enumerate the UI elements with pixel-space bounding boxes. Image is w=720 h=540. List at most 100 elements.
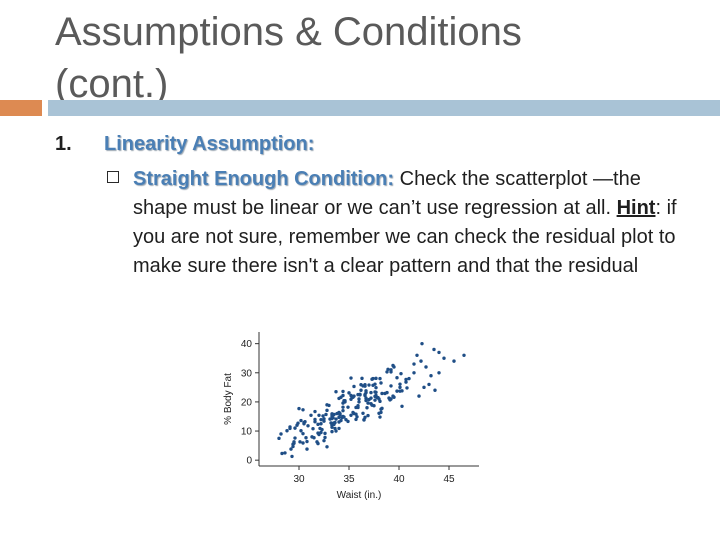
scatter-point: [395, 389, 399, 393]
scatter-point: [283, 451, 287, 455]
scatter-point: [386, 367, 390, 371]
scatter-point: [313, 409, 317, 414]
scatter-point: [352, 394, 356, 398]
scatter-point: [374, 376, 378, 381]
scatter-point: [369, 401, 373, 406]
scatter-point: [317, 413, 321, 418]
scatter-point: [330, 412, 334, 416]
scatter-point: [363, 392, 367, 397]
scatter-point: [313, 417, 317, 422]
scatter-point: [404, 377, 408, 382]
scatter-point: [398, 382, 402, 386]
list-number: 1.: [55, 133, 72, 155]
scatter-point: [404, 380, 408, 384]
scatter-point: [346, 405, 350, 409]
x-tick-label: 35: [343, 474, 355, 485]
scatter-point: [452, 359, 456, 363]
scatter-point: [420, 341, 424, 346]
scatter-point: [355, 415, 359, 419]
scatter-point: [433, 388, 437, 392]
scatter-point: [306, 424, 310, 428]
scatter-point: [363, 415, 367, 420]
scatter-point: [277, 436, 281, 441]
scatter-point: [305, 439, 309, 444]
scatter-point: [333, 426, 337, 431]
scatter-point: [422, 385, 426, 390]
scatter-point: [279, 432, 283, 436]
scatter-point: [323, 431, 327, 436]
condition-text-2: : if you are not sure, remember we can c…: [133, 197, 677, 277]
scatter-point: [387, 396, 391, 400]
scatter-point: [360, 376, 364, 381]
scatter-point: [364, 398, 368, 403]
scatter-point: [419, 359, 423, 363]
y-tick-label: 0: [246, 456, 252, 467]
scatter-point: [398, 385, 402, 390]
scatter-point: [398, 389, 402, 393]
scatter-point: [285, 429, 289, 433]
scatter-point: [344, 417, 348, 422]
scatter-point: [349, 413, 353, 418]
scatter-point: [303, 420, 307, 424]
scatter-point: [407, 376, 411, 381]
scatter-point: [349, 376, 353, 380]
scatter-point: [334, 390, 338, 394]
scatter-point: [325, 445, 329, 449]
scatter-point: [299, 429, 303, 433]
scatter-point: [339, 418, 343, 423]
scatter-point: [293, 426, 297, 430]
scatter-point: [301, 441, 305, 445]
condition-paragraph: Straight Enough Condition: Check the sca…: [133, 165, 693, 281]
scatter-point: [385, 370, 389, 374]
scatter-point: [417, 394, 421, 398]
scatter-point: [317, 432, 321, 437]
scatter-point: [309, 413, 313, 418]
scatter-point: [378, 399, 382, 404]
scatter-point: [380, 391, 384, 396]
y-axis-label: % Body Fat: [223, 373, 234, 425]
scatter-point: [373, 390, 377, 394]
scatter-point: [375, 395, 379, 400]
x-tick-label: 30: [293, 474, 305, 485]
scatter-point: [298, 440, 302, 444]
scatter-point: [341, 405, 345, 409]
x-axis-label: Waist (in.): [337, 490, 382, 501]
scatter-point: [378, 376, 382, 381]
scatter-point: [299, 418, 303, 423]
scatter-point: [337, 415, 341, 420]
scatter-point: [293, 436, 297, 440]
scatter-point: [379, 381, 383, 385]
scatter-point: [366, 413, 370, 418]
scatter-point: [319, 417, 323, 422]
scatter-point: [362, 418, 366, 422]
scatter-point: [323, 435, 327, 440]
scatter-point: [412, 371, 416, 375]
scatter-point: [313, 420, 317, 424]
scatter-point: [462, 353, 466, 357]
title-accent-bar: [0, 100, 42, 116]
scatter-point: [322, 419, 326, 423]
scatter-point: [389, 368, 393, 372]
scatter-point: [338, 411, 342, 416]
scatter-point: [305, 447, 309, 451]
scatter-point: [361, 411, 365, 415]
scatter-point: [297, 406, 301, 411]
scatter-point: [289, 447, 293, 451]
scatter-point: [373, 382, 377, 386]
scatter-point: [383, 391, 387, 396]
scatter-point: [356, 392, 360, 397]
scatter-point: [424, 365, 428, 369]
scatter-point: [341, 408, 345, 413]
scatter-point: [361, 384, 365, 388]
hint-label: Hint: [616, 197, 656, 219]
scatter-point: [392, 365, 396, 369]
scatter-point: [369, 390, 373, 395]
title-line-1: Assumptions & Conditions: [55, 10, 522, 54]
scatter-point: [329, 421, 333, 425]
y-tick-label: 10: [241, 427, 253, 438]
scatterplot-svg: 0 10 20 30 40 30 35 40 45 Waist (in.) % Body Fat: [223, 332, 479, 501]
scatter-point: [325, 408, 329, 413]
scatter-point: [347, 391, 351, 395]
scatter-point: [334, 417, 338, 421]
scatter-point: [332, 422, 336, 427]
